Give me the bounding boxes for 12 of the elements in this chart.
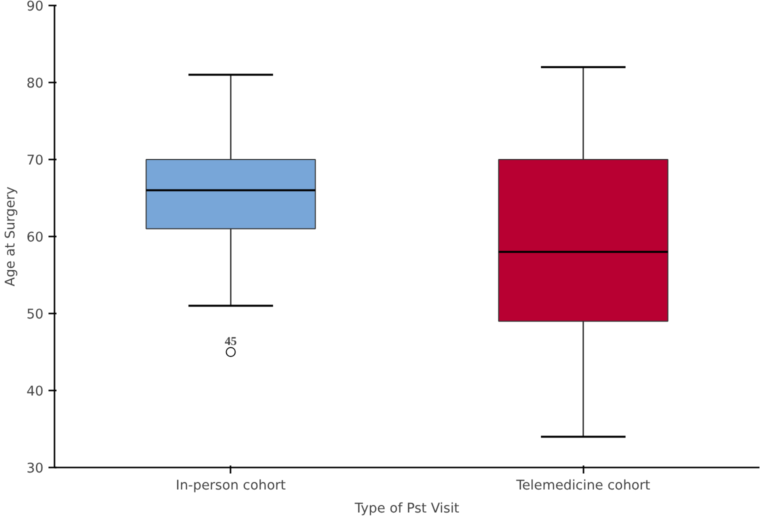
- y-tick-label: 30: [26, 462, 44, 476]
- y-tick-label: 80: [26, 76, 44, 92]
- y-tick-label: 50: [26, 308, 44, 322]
- y-tick-label: 60: [26, 230, 44, 246]
- x-axis-title: Type of Pst Visit: [354, 502, 460, 516]
- x-tick-label: In-person cohort: [176, 478, 286, 494]
- y-tick-label: 90: [26, 0, 44, 14]
- y-tick-label: 70: [26, 154, 44, 168]
- y-tick-label: 40: [26, 384, 44, 400]
- annotation: 45: [224, 334, 237, 348]
- y-axis-title: Age at Surgery: [4, 186, 19, 286]
- x-tick-label: Telemedicine cohort: [515, 478, 650, 494]
